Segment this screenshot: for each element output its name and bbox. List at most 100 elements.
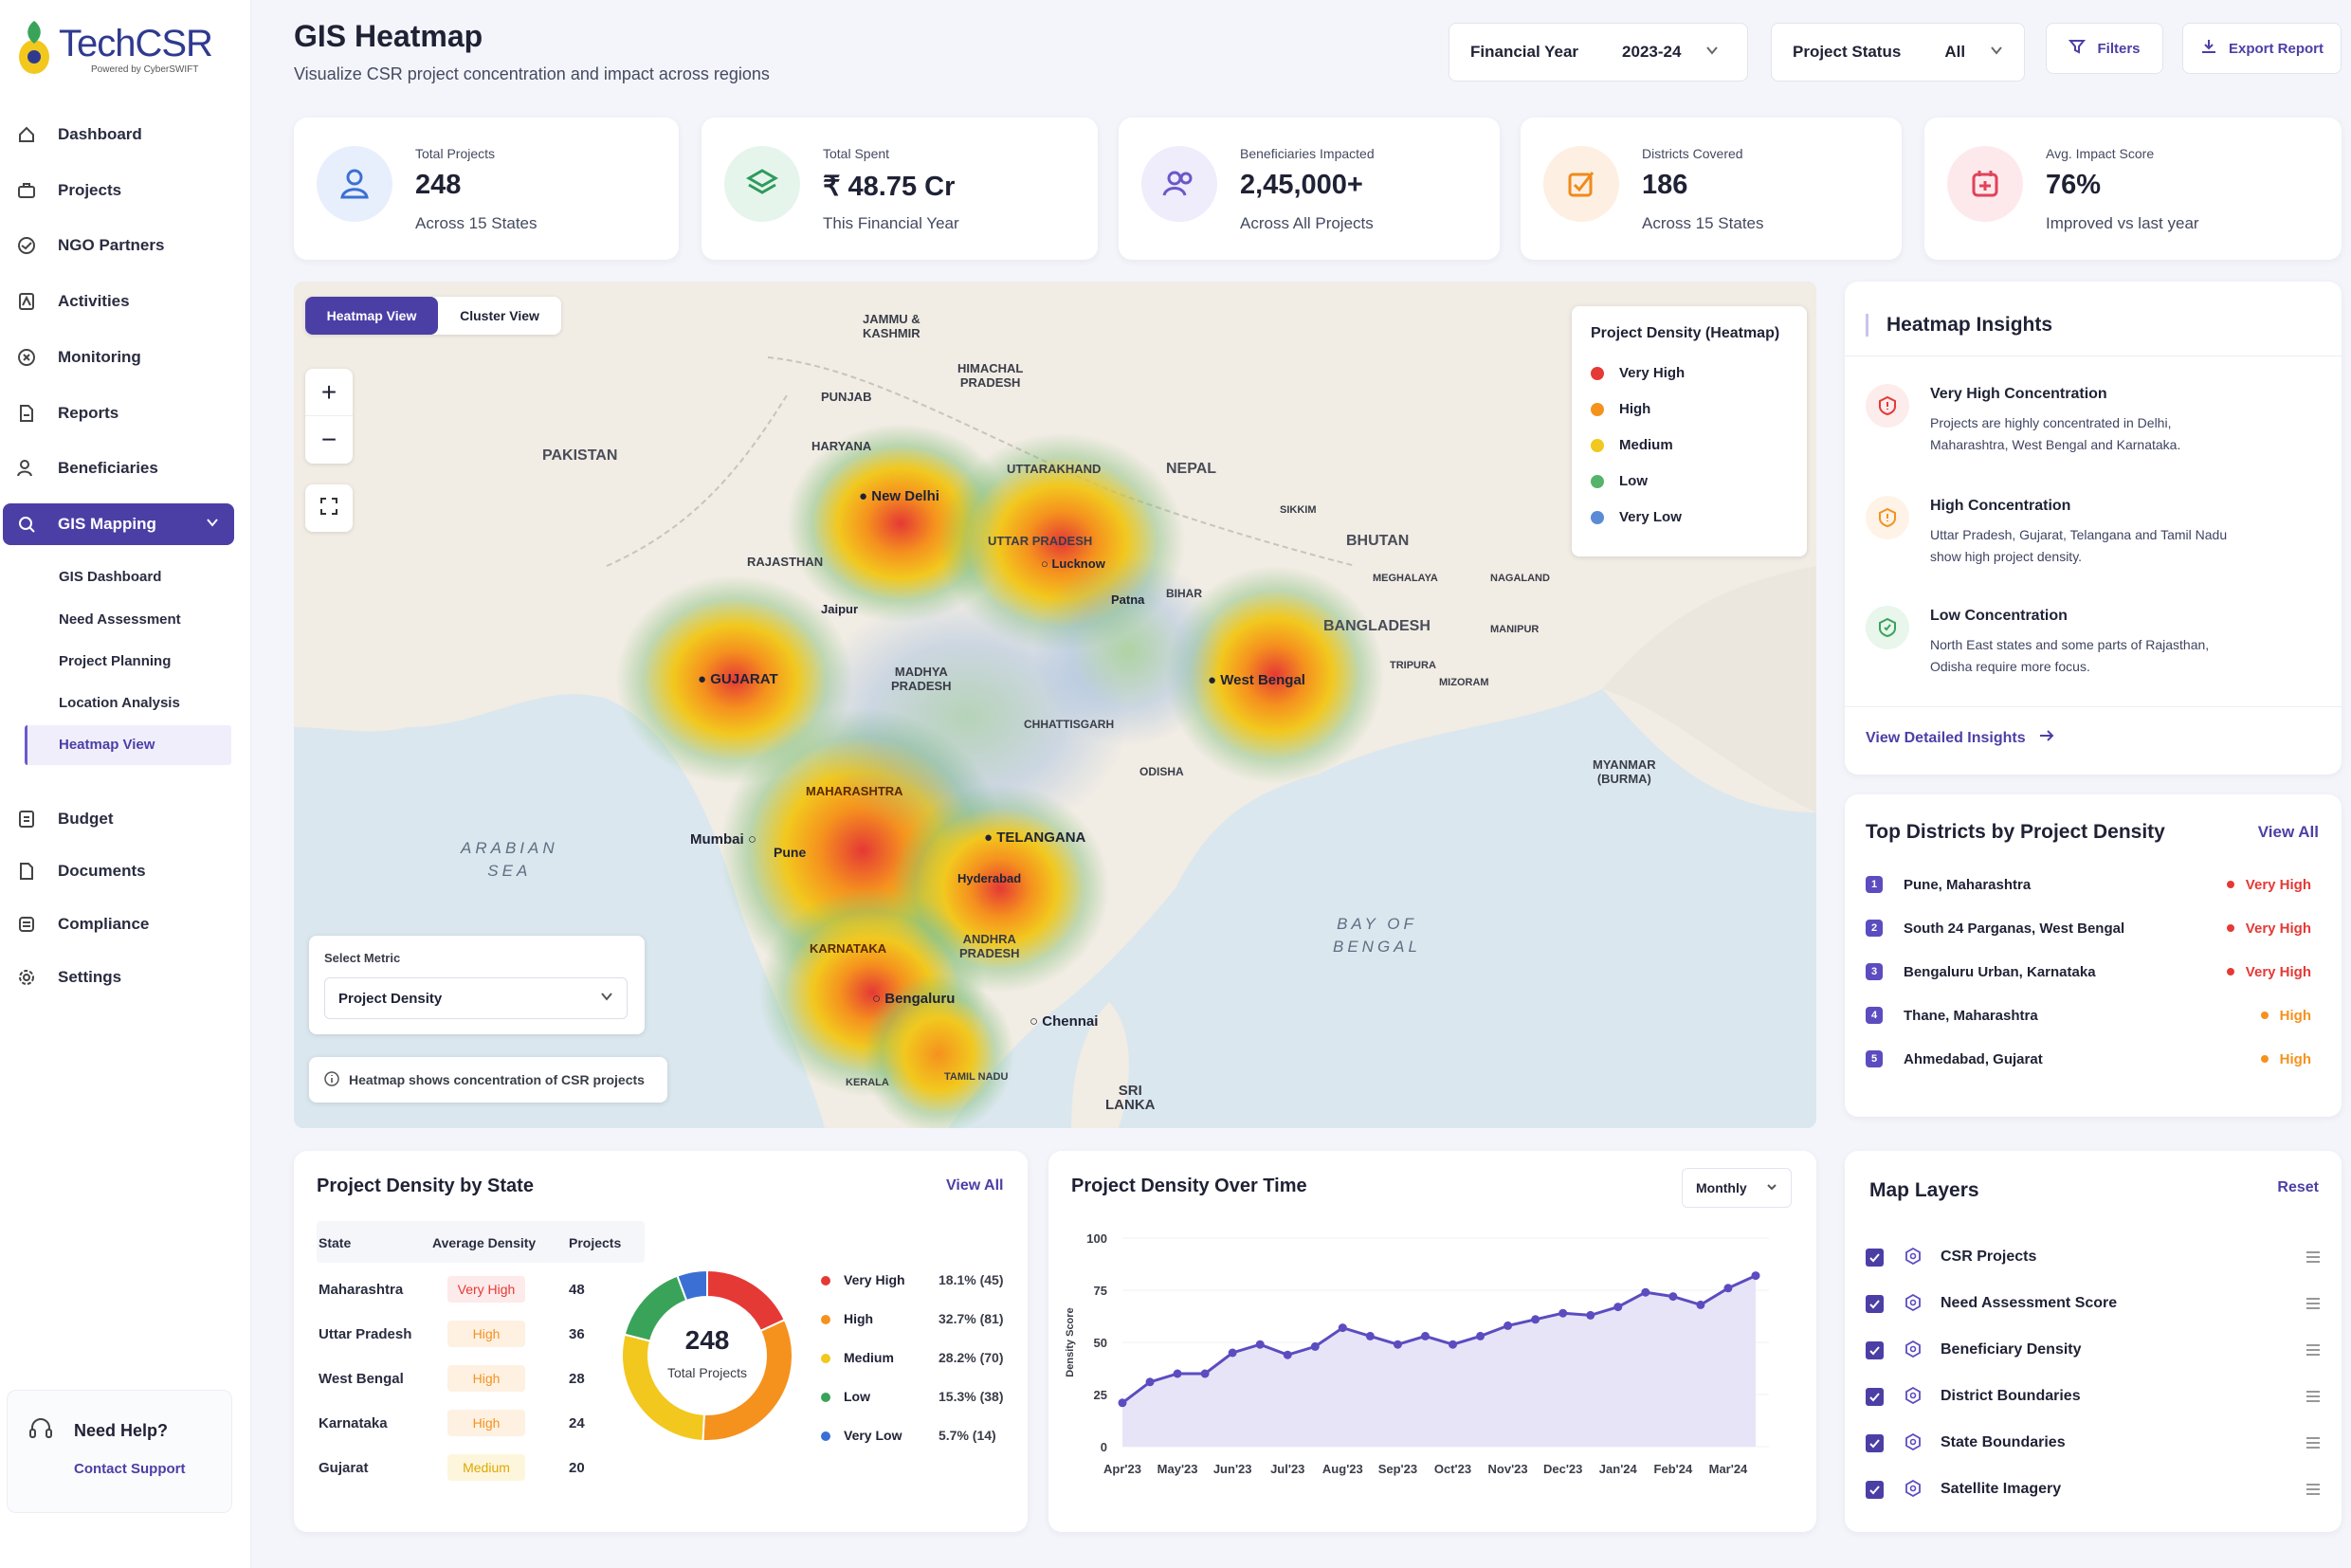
contact-support-link[interactable]: Contact Support (74, 1461, 186, 1477)
heatmap-map[interactable]: JAMMU & KASHMIR HIMACHAL PRADESH PUNJAB HA… (294, 282, 1816, 1128)
financial-year-select[interactable]: Financial Year 2023-24 (1449, 23, 1748, 82)
sidebar-subitem-heatmap-view[interactable]: Heatmap View (59, 737, 155, 753)
x-tick-label: Feb'24 (1654, 1462, 1693, 1476)
sidebar-item-projects[interactable]: Projects (0, 170, 237, 211)
state-name: Uttar Pradesh (319, 1326, 412, 1342)
sidebar-item-beneficiaries[interactable]: Beneficiaries (0, 447, 237, 489)
district-name: Pune, Maharashtra (1904, 876, 2032, 893)
layer-checkbox[interactable] (1866, 1248, 1884, 1267)
layer-checkbox[interactable] (1866, 1480, 1884, 1499)
drag-handle-icon[interactable] (2305, 1483, 2321, 1496)
project-status-select[interactable]: Project Status All (1771, 23, 2025, 82)
sidebar-subitem-location-analysis[interactable]: Location Analysis (59, 695, 180, 711)
city-label: West Bengal (1220, 672, 1305, 688)
donut-legend-item: Very High 18.1% (45) (821, 1272, 1011, 1291)
chevron-down-icon (1990, 43, 2003, 62)
district-row[interactable]: 3 Bengaluru Urban, Karnataka Very High (1866, 957, 2311, 986)
chevron-down-icon (1705, 43, 1719, 62)
tab-cluster-view[interactable]: Cluster View (460, 308, 539, 323)
sidebar-item-dashboard[interactable]: Dashboard (0, 114, 237, 155)
layer-item[interactable]: CSR Projects (1866, 1238, 2321, 1276)
kpi-label: Total Projects (415, 146, 496, 161)
state-density-view-all-link[interactable]: View All (946, 1177, 1004, 1194)
district-row[interactable]: 2 South 24 Parganas, West Bengal Very High (1866, 914, 2311, 942)
label-arabian-sea: ARABIAN SEA (461, 839, 558, 880)
legend-label: Low (844, 1389, 870, 1404)
drag-handle-icon[interactable] (2305, 1390, 2321, 1403)
layers-reset-button[interactable]: Reset (2277, 1179, 2319, 1195)
sidebar-item-ngo-partners[interactable]: NGO Partners (0, 225, 237, 266)
sidebar-item-monitoring[interactable]: Monitoring (0, 337, 237, 378)
zoom-out-button[interactable]: − (320, 425, 337, 454)
layer-checkbox[interactable] (1866, 1433, 1884, 1452)
tab-heatmap-view[interactable]: Heatmap View (305, 297, 438, 335)
brand-tagline: Powered by CyberSWIFT (91, 64, 199, 75)
data-point (1283, 1350, 1292, 1359)
drag-handle-icon[interactable] (2305, 1436, 2321, 1449)
density-level: High (2260, 1008, 2311, 1024)
layer-item[interactable]: State Boundaries (1866, 1424, 2321, 1462)
layer-checkbox[interactable] (1866, 1387, 1884, 1406)
brand-logo[interactable]: TechCSR Powered by CyberSWIFT (13, 13, 213, 89)
district-row[interactable]: 4 Thane, Maharashtra High (1866, 1001, 2311, 1030)
sidebar-item-settings[interactable]: Settings (0, 957, 237, 998)
layer-item[interactable]: Beneficiary Density (1866, 1331, 2321, 1369)
city-lucknow: ○ Lucknow (1041, 556, 1105, 571)
project-count: 20 (569, 1460, 585, 1476)
metric-select[interactable]: Project Density (324, 977, 628, 1019)
sidebar-subitem-need-assessment[interactable]: Need Assessment (59, 611, 181, 628)
legend-item: Very High (1591, 365, 1685, 381)
level-dot-icon (2226, 924, 2234, 932)
table-header-density: Average Density (432, 1235, 537, 1250)
table-header-projects: Projects (569, 1235, 622, 1250)
fullscreen-button[interactable] (305, 484, 353, 532)
district-boundaries-icon (1904, 1387, 1923, 1406)
city-label: Chennai (1042, 1013, 1099, 1030)
x-tick-label: Sep'23 (1378, 1462, 1417, 1476)
layer-item[interactable]: District Boundaries (1866, 1377, 2321, 1415)
period-select[interactable]: Monthly (1682, 1168, 1792, 1208)
sidebar-item-activities[interactable]: Activities (0, 281, 237, 322)
layer-item[interactable]: Need Assessment Score (1866, 1285, 2321, 1322)
user-icon (317, 146, 392, 222)
district-row[interactable]: 5 Ahmedabad, Gujarat High (1866, 1045, 2311, 1073)
x-tick-label: May'23 (1157, 1462, 1198, 1476)
legend-label: Very Low (844, 1428, 902, 1443)
legend-dot-icon (821, 1315, 830, 1324)
compliance-icon (16, 914, 37, 935)
drag-handle-icon[interactable] (2305, 1297, 2321, 1310)
legend-value: 28.2% (70) (939, 1350, 1004, 1365)
x-tick-label: Oct'23 (1434, 1462, 1471, 1476)
layer-checkbox[interactable] (1866, 1294, 1884, 1313)
sidebar-item-gis-mapping[interactable]: GIS Mapping (3, 503, 234, 545)
project-count: 36 (569, 1326, 585, 1342)
layer-item[interactable]: Satellite Imagery (1866, 1470, 2321, 1508)
zoom-in-button[interactable]: + (305, 369, 353, 416)
table-row: Karnataka High 24 (294, 1406, 654, 1446)
export-report-button[interactable]: Export Report (2182, 23, 2342, 74)
drag-handle-icon[interactable] (2305, 1250, 2321, 1264)
data-point (1200, 1369, 1210, 1378)
sidebar-subitem-project-planning[interactable]: Project Planning (59, 653, 172, 669)
beneficiary-density-icon (1904, 1340, 1923, 1359)
level-label: Very High (2245, 876, 2311, 893)
district-name: Ahmedabad, Gujarat (1904, 1050, 2043, 1067)
sidebar-item-documents[interactable]: Documents (0, 850, 237, 892)
top-districts-view-all-link[interactable]: View All (2257, 823, 2319, 841)
drag-handle-icon[interactable] (2305, 1343, 2321, 1357)
view-detailed-insights-link[interactable]: View Detailed Insights (1866, 729, 2054, 747)
district-row[interactable]: 1 Pune, Maharashtra Very High (1866, 870, 2311, 899)
level-dot-icon (2226, 968, 2234, 975)
sidebar-item-budget[interactable]: Budget (0, 798, 237, 840)
layer-checkbox[interactable] (1866, 1340, 1884, 1359)
filters-button[interactable]: Filters (2046, 23, 2163, 74)
sidebar-item-compliance[interactable]: Compliance (0, 903, 237, 945)
data-point (1228, 1348, 1237, 1358)
data-point (1613, 1303, 1623, 1312)
sidebar-subitem-gis-dashboard[interactable]: GIS Dashboard (59, 569, 162, 585)
density-level: Very High (2226, 921, 2311, 937)
download-icon (2200, 38, 2217, 59)
sidebar-item-reports[interactable]: Reports (0, 392, 237, 434)
kpi-card-beneficiaries: Beneficiaries Impacted 2,45,000+ Across … (1119, 118, 1500, 260)
label-haryana: HARYANA (811, 439, 872, 453)
